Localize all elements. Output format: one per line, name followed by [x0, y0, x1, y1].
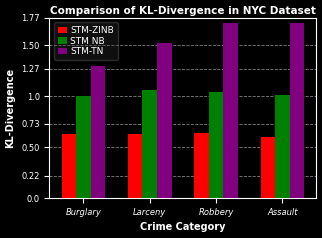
Bar	[91, 66, 105, 198]
Legend: STM-ZINB, STM NB, STM-TN: STM-ZINB, STM NB, STM-TN	[54, 22, 118, 60]
Bar	[128, 134, 143, 198]
Bar	[194, 133, 209, 198]
Bar	[143, 90, 157, 198]
Bar	[76, 96, 91, 198]
Y-axis label: KL-Divergence: KL-Divergence	[5, 68, 15, 148]
Bar	[157, 43, 172, 198]
Bar	[275, 95, 290, 198]
Title: Comparison of KL-Divergence in NYC Dataset: Comparison of KL-Divergence in NYC Datas…	[50, 5, 316, 15]
Bar	[209, 92, 223, 198]
Bar	[62, 134, 76, 198]
Bar	[290, 23, 304, 198]
Bar	[223, 23, 238, 198]
Bar	[260, 137, 275, 198]
X-axis label: Crime Category: Crime Category	[140, 223, 226, 233]
